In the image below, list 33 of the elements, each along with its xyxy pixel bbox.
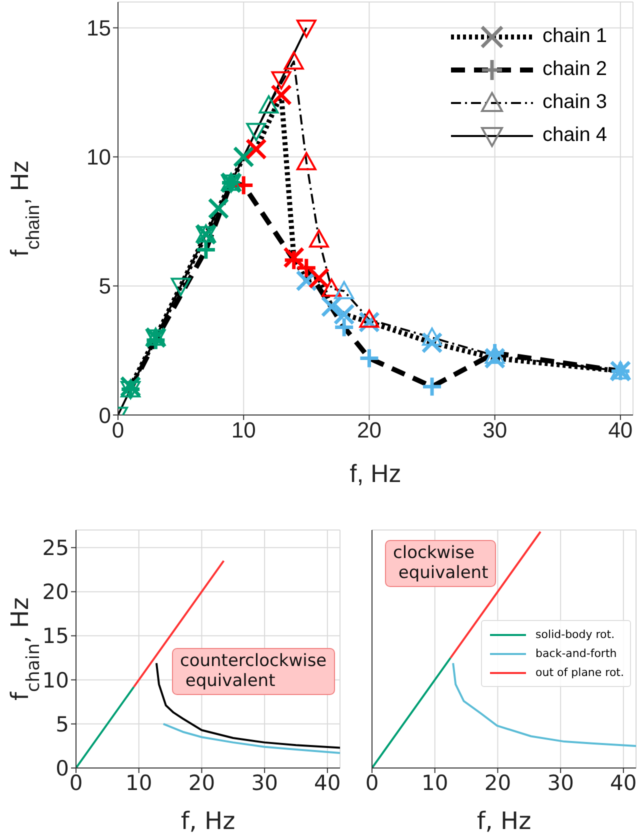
legend-label: chain 3	[542, 91, 607, 114]
x-tick-label: 30	[547, 770, 574, 795]
annotation: counterclockwise equivalent	[172, 648, 335, 696]
legend-label: chain 2	[542, 58, 607, 81]
x-tick-label: 0	[365, 770, 379, 795]
y-tick-label: 15	[86, 16, 111, 41]
x-tick-label: 40	[610, 770, 637, 795]
y-tick-label: 5	[56, 712, 69, 736]
x-tick-label: 30	[251, 770, 278, 795]
x-axis-title: f, Hz	[476, 807, 532, 835]
legend-label: solid-body rot.	[536, 628, 615, 641]
x-tick-label: 40	[608, 418, 633, 443]
legend-label: chain 1	[542, 25, 607, 48]
y-tick-label: 15	[42, 624, 69, 648]
x-tick-label: 10	[421, 770, 448, 795]
y-tick-label: 5	[98, 274, 111, 299]
annotation: clockwise equivalent	[385, 540, 496, 588]
x-tick-label: 20	[188, 770, 216, 795]
x-tick-label: 10	[125, 770, 152, 795]
y-tick-label: 25	[42, 536, 69, 560]
y-tick-label: 10	[86, 144, 111, 170]
legend-label: chain 4	[542, 124, 607, 147]
y-tick-label: 10	[42, 668, 69, 692]
x-tick-label: 10	[231, 418, 256, 443]
x-tick-label: 30	[482, 418, 508, 443]
y-tick-label: 20	[42, 580, 69, 604]
x-axis-title: f, Hz	[350, 460, 402, 488]
x-tick-label: 20	[356, 418, 382, 443]
x-tick-label: 20	[484, 770, 512, 795]
legend-label: out of plane rot.	[536, 666, 624, 679]
x-tick-label: 40	[314, 770, 341, 795]
legend-label: back-and-forth	[536, 647, 617, 660]
x-axis-title: f, Hz	[180, 807, 236, 835]
